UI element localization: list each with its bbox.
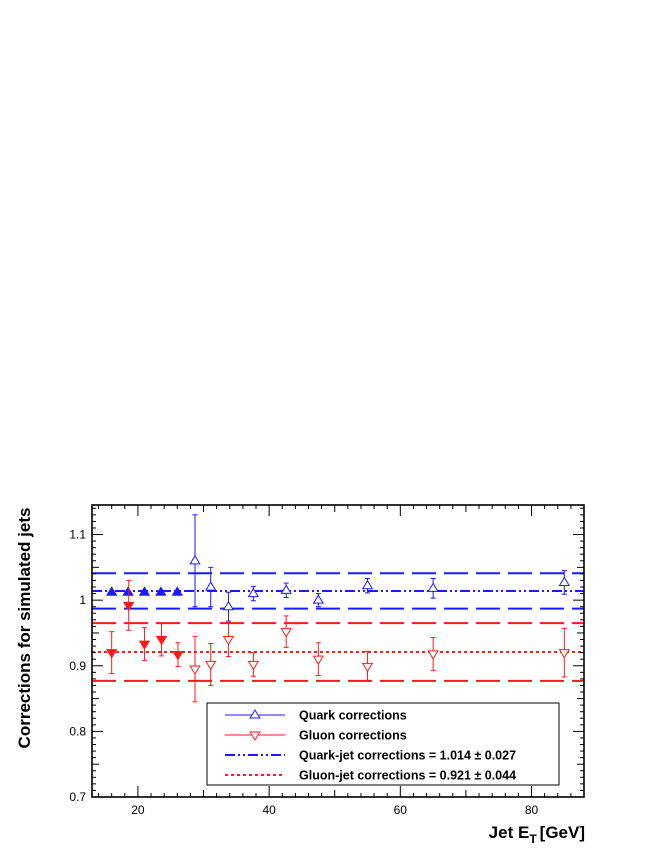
legend-label-quark-fit: Quark-jet corrections = 1.014 ± 0.027 — [299, 749, 516, 763]
y-tick-label: 1 — [79, 593, 86, 607]
gluon-data-point-13 — [558, 649, 571, 659]
quark-data-point-0 — [105, 586, 118, 596]
legend-marker-gluon-corrections — [249, 731, 261, 741]
quark-data-point-4 — [171, 586, 183, 596]
x-tick-label: 60 — [394, 803, 408, 817]
quark-data-point-7 — [222, 600, 235, 611]
legend-label-gluon-corrections: Gluon corrections — [299, 729, 407, 743]
gluon-data-point-7 — [222, 635, 235, 646]
y-axis-title: Corrections for simulated jets — [15, 508, 34, 749]
x-axis-title-subscript: T — [529, 832, 537, 846]
x-axis-title: Jet ET [GeV] — [489, 823, 585, 846]
quark-data-point-2 — [138, 586, 151, 596]
x-axis-title-unit: [GeV] — [540, 823, 585, 842]
quark-data-point-1 — [122, 586, 134, 596]
legend-label-quark-corrections: Quark corrections — [299, 709, 407, 723]
quark-data-point-9 — [280, 584, 292, 594]
gluon-data-point-3 — [155, 635, 168, 646]
gluon-data-point-5 — [189, 665, 201, 675]
gluon-data-point-6 — [205, 660, 217, 671]
quark-data-point-10 — [312, 594, 325, 604]
x-tick-label: 20 — [131, 803, 145, 817]
y-tick-label: 1.1 — [69, 528, 86, 542]
quark-data-point-12 — [427, 582, 439, 592]
legend-label-gluon-fit: Gluon-jet corrections = 0.921 ± 0.044 — [299, 769, 516, 783]
gluon-data-point-4 — [172, 651, 184, 661]
y-tick-label: 0.8 — [69, 724, 86, 738]
quark-data-point-6 — [205, 581, 217, 591]
quark-data-point-5 — [189, 554, 201, 565]
quark-data-point-13 — [558, 576, 571, 586]
gluon-data-point-0 — [105, 649, 118, 659]
legend-box — [206, 702, 560, 786]
x-tick-label: 40 — [262, 803, 276, 817]
plot-frame — [91, 504, 585, 798]
gluon-data-point-9 — [280, 628, 292, 638]
y-tick-label: 0.9 — [69, 659, 86, 673]
quark-data-point-11 — [361, 579, 374, 590]
gluon-data-point-11 — [361, 662, 374, 673]
gluon-data-point-8 — [247, 660, 260, 671]
quark-data-point-3 — [155, 586, 167, 596]
x-tick-label: 80 — [525, 803, 539, 817]
quark-data-point-8 — [247, 587, 260, 598]
gluon-data-point-1 — [123, 601, 135, 612]
gluon-data-point-2 — [138, 640, 151, 651]
gluon-data-point-10 — [312, 655, 325, 666]
legend-marker-quark-corrections — [249, 709, 261, 719]
x-axis-title-main: Jet E — [489, 823, 530, 842]
y-tick-label: 0.7 — [69, 790, 86, 804]
gluon-data-point-12 — [427, 650, 439, 660]
